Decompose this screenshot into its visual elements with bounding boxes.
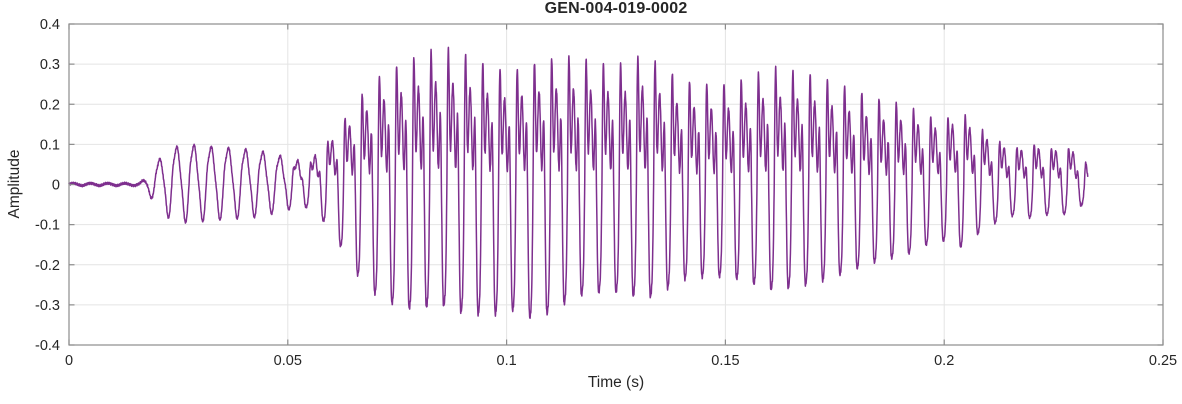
x-tick-label: 0.1 (497, 353, 517, 369)
y-tick-label: -0.1 (35, 218, 60, 234)
x-tick-label: 0.05 (274, 353, 302, 369)
y-tick-label: -0.2 (35, 258, 60, 274)
x-tick-label: 0.2 (934, 353, 954, 369)
x-tick-label: 0.15 (711, 353, 739, 369)
y-tick-label: 0.3 (40, 57, 60, 73)
y-tick-label: -0.3 (35, 298, 60, 314)
x-tick-label: 0 (65, 353, 73, 369)
x-tick-label: 0.25 (1149, 353, 1177, 369)
y-tick-label: -0.4 (35, 338, 60, 354)
y-tick-label: 0.2 (40, 97, 60, 113)
y-tick-label: 0 (52, 178, 60, 194)
chart-title: GEN-004-019-0002 (544, 0, 688, 17)
x-axis-label: Time (s) (587, 374, 645, 391)
waveform-line (68, 46, 1089, 319)
y-tick-label: 0.1 (40, 137, 60, 153)
y-tick-label: 0.4 (40, 17, 60, 33)
